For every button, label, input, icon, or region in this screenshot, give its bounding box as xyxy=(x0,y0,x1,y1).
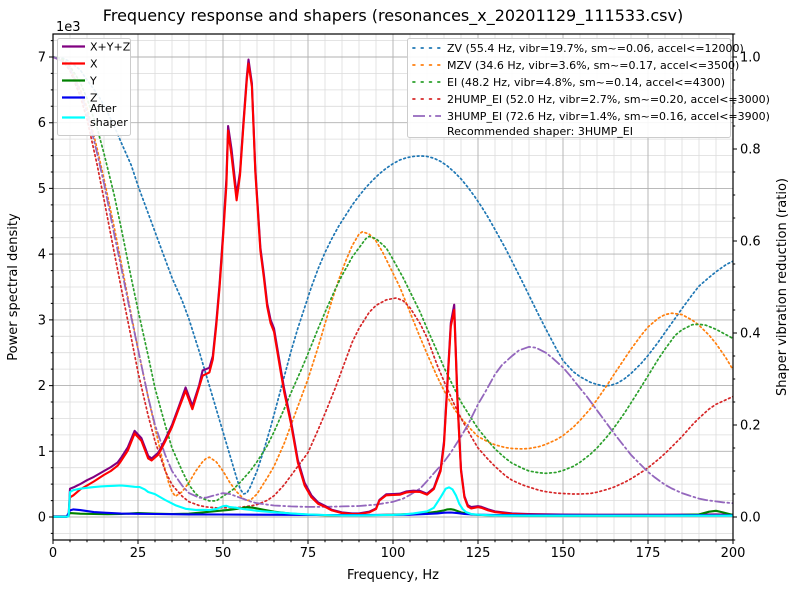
y-right-axis-label: Shaper vibration reduction (ratio) xyxy=(775,178,790,396)
x-tick-label: 50 xyxy=(215,546,232,561)
y-axis-offset-text: 1e3 xyxy=(56,20,81,35)
legend-recommendation-note: Recommended shaper: 3HUMP_EI xyxy=(447,125,633,138)
legend-left: X+Y+Z X Y Z After shaper xyxy=(57,38,131,136)
y-left-tick-label: 7 xyxy=(38,51,46,66)
legend-label-z: Z xyxy=(90,92,98,105)
y-left-tick-label: 4 xyxy=(38,248,46,263)
legend-label-mzv: MZV (34.6 Hz, vibr=3.6%, sm~=0.17, accel… xyxy=(447,59,739,72)
y-right-tick-label: 0.2 xyxy=(740,419,761,434)
legend-right: ZV (55.4 Hz, vibr=19.7%, sm~=0.06, accel… xyxy=(407,38,770,138)
legend-label-y: Y xyxy=(89,75,97,88)
x-tick-label: 175 xyxy=(636,546,661,561)
series-ei xyxy=(53,56,733,502)
y-left-axis-label: Power spectral density xyxy=(6,213,21,361)
y-left-tick-label: 1 xyxy=(38,445,46,460)
legend-right-box xyxy=(407,38,731,138)
y-left-tick-label: 5 xyxy=(38,182,46,197)
y-left-tick-label: 2 xyxy=(38,379,46,394)
y-left-tick-label: 0 xyxy=(38,511,46,526)
y-right-tick-label: 0.0 xyxy=(740,511,761,526)
series-after-shaper xyxy=(53,484,733,518)
y-left-tick-label: 6 xyxy=(38,116,46,131)
legend-label-shaper: shaper xyxy=(90,116,128,129)
legend-label-zv: ZV (55.4 Hz, vibr=19.7%, sm~=0.06, accel… xyxy=(447,42,744,55)
series-2hump-ei xyxy=(53,56,733,509)
legend-label-ei: EI (48.2 Hz, vibr=4.8%, sm~=0.14, accel<… xyxy=(447,76,725,89)
x-tick-label: 25 xyxy=(130,546,147,561)
y-left-tick-label: 3 xyxy=(38,313,46,328)
x-tick-label: 0 xyxy=(49,546,57,561)
grid xyxy=(53,34,733,540)
y-right-tick-label: 0.4 xyxy=(740,327,761,342)
legend-label-2hump-ei: 2HUMP_EI (52.0 Hz, vibr=2.7%, sm~=0.20, … xyxy=(447,93,770,106)
x-tick-label: 150 xyxy=(551,546,576,561)
x-tick-label: 125 xyxy=(466,546,491,561)
legend-label-xyz: X+Y+Z xyxy=(90,41,131,54)
series-zv xyxy=(53,56,733,495)
legend-label-after: After xyxy=(90,102,117,115)
x-tick-label: 100 xyxy=(381,546,406,561)
series-x xyxy=(53,62,733,518)
y-right-tick-label: 0.8 xyxy=(740,143,761,158)
axis-ticks: 0 25 50 75 100 125 150 175 200 0 1 2 3 4 5 6 7 0.0 0.2 0.4 0… xyxy=(38,33,761,561)
x-tick-label: 75 xyxy=(300,546,317,561)
y-right-tick-label: 0.6 xyxy=(740,235,761,250)
x-tick-label: 200 xyxy=(721,546,746,561)
major-gridlines xyxy=(53,34,733,540)
legend-label-x: X xyxy=(90,58,98,71)
series-mzv xyxy=(53,56,733,502)
y-right-tick-label: 1.0 xyxy=(740,51,761,66)
plot-series xyxy=(53,56,733,518)
x-axis-label: Frequency, Hz xyxy=(347,568,439,583)
chart-title: Frequency response and shapers (resonanc… xyxy=(103,6,683,26)
legend-label-3hump-ei: 3HUMP_EI (72.6 Hz, vibr=1.4%, sm~=0.16, … xyxy=(447,110,770,123)
series-3hump-ei xyxy=(53,56,733,508)
tick-marks xyxy=(49,33,737,544)
